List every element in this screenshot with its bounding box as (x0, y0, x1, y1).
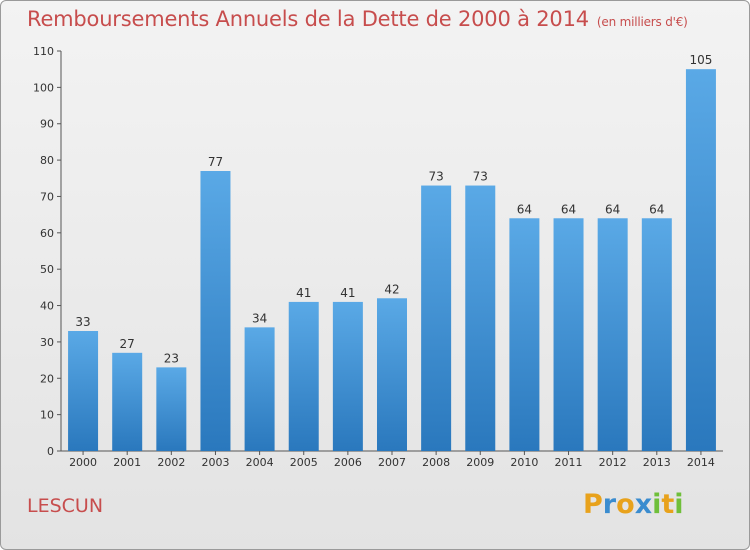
bar (465, 185, 496, 451)
x-tick-label: 2006 (334, 456, 362, 469)
y-tick-label: 60 (40, 227, 54, 240)
brand-letter: P (583, 489, 603, 520)
x-tick-label: 2012 (599, 456, 627, 469)
x-tick-label: 2003 (201, 456, 229, 469)
x-tick-label: 2013 (643, 456, 671, 469)
y-tick-label: 100 (33, 81, 54, 94)
bar-value-label: 41 (296, 286, 311, 300)
chart-title: Remboursements Annuels de la Dette de 20… (27, 7, 688, 31)
bar-value-label: 64 (517, 202, 532, 216)
commune-name: LESCUN (27, 495, 104, 517)
brand-letter: t (661, 489, 675, 520)
bar (112, 352, 143, 451)
bar (68, 331, 99, 451)
bar (200, 171, 231, 451)
x-tick-label: 2011 (555, 456, 583, 469)
x-tick-label: 2008 (422, 456, 450, 469)
bar-value-label: 27 (120, 337, 135, 351)
x-tick-label: 2014 (687, 456, 715, 469)
brand-letter: o (616, 489, 635, 520)
y-tick-label: 90 (40, 118, 54, 131)
x-tick-label: 2002 (157, 456, 185, 469)
y-tick-label: 70 (40, 190, 54, 203)
brand-letter: x (634, 489, 653, 520)
y-tick-label: 20 (40, 372, 54, 385)
bar (597, 218, 628, 451)
bar (685, 69, 716, 451)
bar-value-label: 33 (75, 315, 90, 329)
brand-letter: i (674, 489, 684, 520)
proxiti-logo: Proxiti (583, 489, 684, 520)
brand-letter: r (602, 489, 617, 520)
bar (377, 298, 407, 451)
y-tick-label: 50 (40, 263, 54, 276)
x-tick-label: 2001 (113, 456, 141, 469)
x-tick-label: 2005 (290, 456, 318, 469)
bar (156, 367, 187, 451)
x-tick-label: 2007 (378, 456, 406, 469)
bar (288, 301, 319, 451)
x-tick-label: 2000 (69, 456, 97, 469)
x-tick-label: 2010 (510, 456, 538, 469)
x-tick-label: 2004 (246, 456, 274, 469)
y-tick-label: 40 (40, 300, 54, 313)
bar-value-label: 64 (649, 202, 664, 216)
x-tick-label: 2009 (466, 456, 494, 469)
y-tick-label: 30 (40, 336, 54, 349)
bar (244, 327, 275, 451)
bar-value-label: 34 (252, 311, 267, 325)
bar-value-label: 73 (428, 170, 443, 184)
unit-note: (en milliers d'€) (596, 15, 688, 29)
bar-value-label: 77 (208, 155, 223, 169)
bar-value-label: 23 (164, 351, 179, 365)
bar (509, 218, 540, 451)
bar-value-label: 64 (605, 202, 620, 216)
bar-value-label: 42 (384, 282, 399, 296)
bar (421, 185, 452, 451)
bar-value-label: 41 (340, 286, 355, 300)
chart-title-text: Remboursements Annuels de la Dette de 20… (27, 7, 589, 31)
bar (641, 218, 672, 451)
bar (553, 218, 584, 451)
y-tick-label: 110 (33, 45, 54, 58)
bar-value-label: 64 (561, 202, 576, 216)
bar-value-label: 105 (689, 53, 712, 67)
brand-letter: i (652, 489, 662, 520)
bar-value-label: 73 (473, 170, 488, 184)
y-tick-label: 80 (40, 154, 54, 167)
y-tick-label: 0 (47, 445, 54, 458)
y-tick-label: 10 (40, 409, 54, 422)
bar (332, 301, 363, 451)
